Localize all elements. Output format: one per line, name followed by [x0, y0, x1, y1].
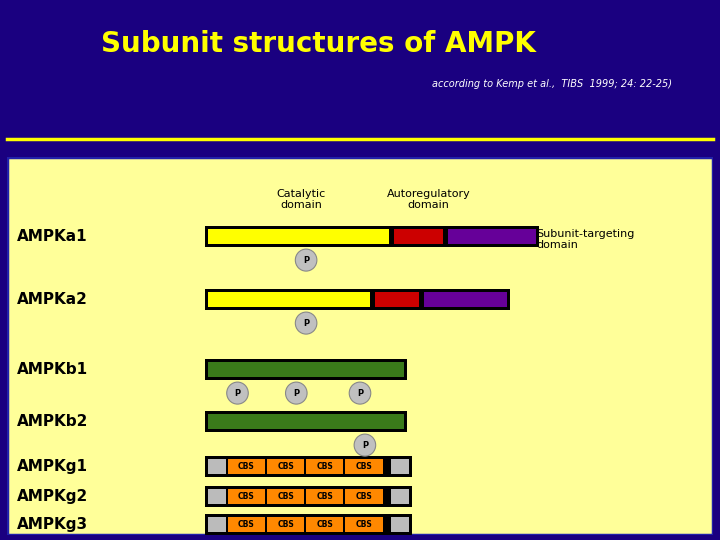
Bar: [208, 229, 390, 244]
Bar: [267, 489, 304, 504]
Bar: [228, 489, 265, 504]
Bar: [205, 514, 412, 535]
Text: AMPKa2: AMPKa2: [17, 292, 88, 307]
Bar: [205, 486, 412, 507]
Bar: [228, 517, 265, 532]
Bar: [423, 292, 507, 307]
Bar: [306, 489, 343, 504]
Bar: [267, 517, 304, 532]
Text: AMPKa1: AMPKa1: [17, 229, 88, 244]
Ellipse shape: [354, 434, 376, 456]
Bar: [205, 289, 510, 310]
Text: AMPKg2: AMPKg2: [17, 489, 89, 504]
Text: according to Kemp et al.,  TIBS  1999; 24: 22-25): according to Kemp et al., TIBS 1999; 24:…: [432, 79, 672, 89]
Bar: [374, 292, 419, 307]
Text: Catalytic
domain: Catalytic domain: [276, 188, 326, 210]
Text: CBS: CBS: [238, 462, 255, 471]
Text: CBS: CBS: [356, 520, 372, 529]
Bar: [208, 292, 370, 307]
Text: P: P: [235, 389, 240, 397]
Text: CBS: CBS: [277, 462, 294, 471]
Text: Subunit-targeting
domain: Subunit-targeting domain: [536, 228, 635, 250]
Ellipse shape: [295, 312, 317, 334]
Bar: [208, 489, 226, 504]
Text: P: P: [362, 441, 368, 450]
Ellipse shape: [227, 382, 248, 404]
Text: P: P: [357, 389, 363, 397]
Bar: [205, 456, 412, 477]
Bar: [392, 459, 409, 474]
Bar: [306, 459, 343, 474]
Text: Subunit structures of AMPK: Subunit structures of AMPK: [101, 30, 536, 58]
Text: CBS: CBS: [277, 520, 294, 529]
Text: CBS: CBS: [356, 492, 372, 501]
Bar: [228, 459, 265, 474]
Text: CBS: CBS: [316, 462, 333, 471]
Text: AMPKb2: AMPKb2: [17, 414, 89, 429]
Bar: [392, 489, 409, 504]
Bar: [346, 459, 382, 474]
Text: P: P: [303, 255, 309, 265]
Bar: [205, 226, 539, 247]
Bar: [346, 517, 382, 532]
Text: Autoregulatory
domain: Autoregulatory domain: [387, 188, 470, 210]
Bar: [208, 362, 404, 377]
Bar: [208, 459, 226, 474]
Text: CBS: CBS: [316, 492, 333, 501]
Bar: [208, 414, 404, 429]
Text: CBS: CBS: [238, 520, 255, 529]
Text: AMPKg1: AMPKg1: [17, 459, 88, 474]
Text: P: P: [293, 389, 300, 397]
Bar: [205, 411, 407, 432]
Bar: [267, 459, 304, 474]
Bar: [208, 517, 226, 532]
Bar: [306, 517, 343, 532]
Ellipse shape: [295, 249, 317, 271]
Ellipse shape: [286, 382, 307, 404]
Text: CBS: CBS: [316, 520, 333, 529]
Ellipse shape: [349, 382, 371, 404]
Text: P: P: [303, 319, 309, 328]
Text: AMPKg3: AMPKg3: [17, 517, 88, 532]
Text: CBS: CBS: [277, 492, 294, 501]
Bar: [448, 229, 536, 244]
Text: CBS: CBS: [356, 462, 372, 471]
Text: AMPKb1: AMPKb1: [17, 362, 88, 377]
Bar: [392, 517, 409, 532]
Bar: [205, 359, 407, 380]
Bar: [346, 489, 382, 504]
Bar: [395, 229, 444, 244]
Text: CBS: CBS: [238, 492, 255, 501]
